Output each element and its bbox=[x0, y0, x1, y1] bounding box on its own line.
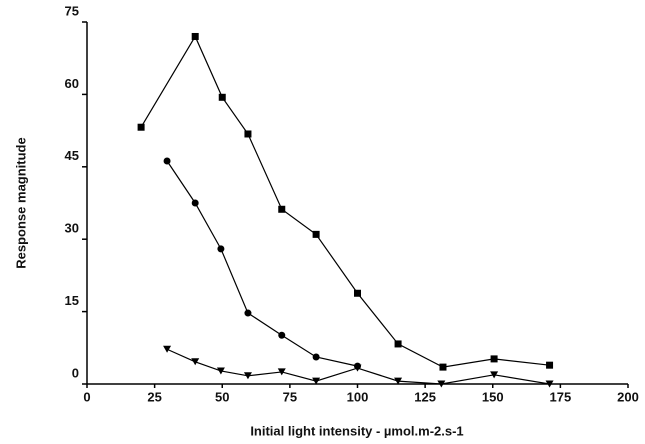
marker bbox=[490, 371, 499, 379]
y-tick-label: 45 bbox=[65, 148, 79, 163]
y-tick-label: 60 bbox=[65, 76, 79, 91]
marker bbox=[243, 372, 252, 380]
series-line bbox=[166, 160, 358, 367]
marker bbox=[218, 93, 226, 101]
x-tick-label: 200 bbox=[617, 389, 639, 404]
marker bbox=[312, 230, 320, 238]
marker bbox=[439, 363, 447, 371]
marker bbox=[278, 205, 286, 213]
y-tick-label: 75 bbox=[65, 3, 79, 18]
marker bbox=[546, 361, 554, 369]
marker bbox=[244, 130, 252, 138]
y-axis-label: Response magnitude bbox=[13, 137, 28, 268]
y-tick-label: 30 bbox=[65, 221, 79, 236]
x-tick-label: 75 bbox=[283, 389, 297, 404]
marker bbox=[312, 377, 321, 385]
marker bbox=[312, 353, 320, 361]
marker bbox=[278, 331, 286, 339]
marker bbox=[353, 364, 362, 372]
marker bbox=[490, 355, 498, 363]
x-tick-label: 25 bbox=[147, 389, 161, 404]
marker bbox=[191, 199, 199, 207]
x-axis-label: Initial light intensity - µmol.m-2.s-1 bbox=[250, 423, 463, 438]
marker bbox=[277, 368, 286, 376]
marker bbox=[191, 32, 199, 40]
marker bbox=[137, 123, 145, 131]
x-tick-label: 150 bbox=[482, 389, 504, 404]
marker bbox=[354, 289, 361, 297]
marker bbox=[163, 157, 171, 165]
marker bbox=[217, 245, 225, 253]
series-line bbox=[140, 35, 550, 368]
marker bbox=[216, 367, 225, 375]
marker bbox=[394, 340, 402, 348]
marker bbox=[394, 377, 403, 385]
x-tick-label: 0 bbox=[83, 389, 90, 404]
x-tick-label: 125 bbox=[414, 389, 436, 404]
marker bbox=[437, 380, 446, 388]
x-tick-label: 100 bbox=[347, 389, 369, 404]
y-tick-label: 0 bbox=[72, 365, 79, 380]
marker bbox=[163, 345, 172, 353]
y-tick-label: 15 bbox=[65, 293, 79, 308]
marker bbox=[244, 309, 252, 317]
marker bbox=[191, 358, 200, 366]
x-tick-label: 175 bbox=[550, 389, 572, 404]
x-tick-label: 50 bbox=[215, 389, 229, 404]
marker bbox=[545, 380, 554, 388]
